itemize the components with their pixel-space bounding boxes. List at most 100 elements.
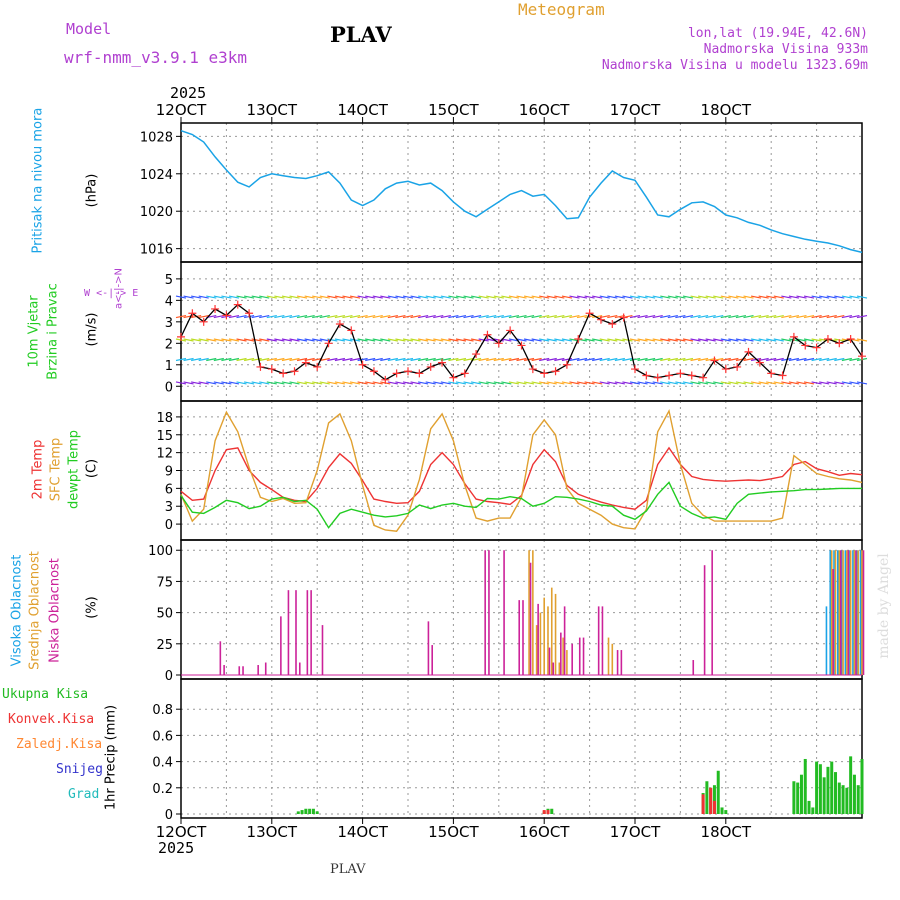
pressure-ytick-label: 1028: [140, 130, 173, 145]
wind-direction-arrow: [410, 338, 421, 342]
pressure-frame: [180, 122, 863, 263]
pressure-ytick-label: 1016: [140, 243, 173, 258]
wind-direction-arrow: [213, 381, 224, 385]
wind-speed-marker: [222, 311, 231, 320]
wind-direction-arrow: [607, 357, 618, 362]
wind-speed-marker: [653, 373, 662, 382]
wind-direction-arrow: [660, 381, 671, 385]
wind-direction-arrow: [720, 357, 731, 362]
x-tick-label-top: 12OCT: [156, 101, 207, 119]
wind-direction-arrow: [773, 314, 784, 319]
temp-unit: (C): [84, 458, 100, 479]
coords-text: lon,lat (19.94E, 42.6N): [687, 26, 868, 41]
precip-bar: [841, 785, 845, 814]
wind-direction-arrow: [402, 381, 414, 385]
wind-direction-arrow: [380, 295, 391, 299]
wind-direction-arrow: [425, 357, 436, 362]
wind-speed-marker: [767, 369, 776, 378]
wind-direction-arrow: [372, 295, 383, 299]
wind-direction-arrow: [425, 381, 436, 385]
wind-direction-arrow: [682, 314, 694, 319]
wind-direction-arrow: [584, 338, 595, 342]
wind-direction-arrow: [819, 295, 830, 299]
wind-direction-arrow: [735, 338, 747, 342]
wind-ytick-label: 5: [165, 273, 173, 288]
wind-direction-arrow: [569, 314, 580, 319]
wind-speed-marker: [506, 326, 515, 335]
wind-direction-arrow: [546, 295, 557, 299]
cloud-ytick-label: 100: [148, 544, 173, 559]
product-title: Meteogram: [518, 0, 605, 19]
x-tick-label-top: 16OCT: [519, 101, 570, 119]
wind-direction-arrow: [198, 381, 209, 385]
wind-direction-arrow: [781, 295, 792, 299]
wind-direction-arrow: [296, 338, 308, 342]
wind-direction-arrow: [834, 314, 845, 319]
wind-direction-arrow: [523, 295, 535, 299]
precip-bar: [304, 808, 308, 814]
wind-direction-arrow: [796, 357, 807, 362]
wind-direction-arrow: [645, 295, 656, 299]
wind-direction-arrow: [304, 381, 315, 385]
wind-direction-arrow: [629, 295, 641, 299]
wind-direction-arrow: [576, 314, 588, 319]
wind-direction-arrow: [448, 381, 459, 385]
wind-ytick-label: 0: [165, 380, 173, 395]
wind-direction-arrow: [372, 338, 383, 342]
wind-speed-marker: [358, 360, 367, 369]
wind-direction-arrow: [493, 381, 504, 385]
wind-direction-arrow: [826, 357, 837, 362]
wind-speed-marker: [245, 309, 254, 318]
wind-direction-arrow: [750, 381, 762, 385]
wind-direction-arrow: [357, 357, 368, 362]
wind-speed-marker: [494, 339, 503, 348]
wind-direction-arrow: [622, 295, 633, 299]
wind-direction-arrow: [523, 314, 535, 319]
wind-direction-arrow: [191, 338, 202, 342]
wind-direction-arrow: [440, 314, 451, 319]
wind-direction-arrow: [758, 295, 769, 299]
precip-bar: [300, 810, 304, 814]
wind-direction-arrow: [819, 357, 830, 362]
wind-direction-arrow: [455, 338, 467, 342]
wind-direction-arrow: [486, 295, 497, 299]
wind-direction-arrow: [531, 314, 542, 319]
wind-direction-arrow: [357, 295, 368, 299]
wind-direction-arrow: [175, 295, 187, 299]
x-tick-label-bottom: 17OCT: [610, 823, 661, 841]
wind-direction-arrow: [720, 295, 731, 299]
wind-speed-marker: [755, 358, 764, 367]
wind-direction-arrow: [682, 381, 694, 385]
wind-direction-arrow: [440, 295, 451, 299]
wind-direction-arrow: [266, 357, 277, 362]
wind-direction-arrow: [433, 295, 444, 299]
wind-speed-marker: [449, 373, 458, 382]
wind-direction-arrow: [622, 381, 633, 385]
wind-direction-arrow: [728, 357, 739, 362]
wind-direction-arrow: [682, 338, 694, 342]
wind-direction-arrow: [175, 314, 187, 319]
wind-direction-arrow: [841, 295, 852, 299]
wind-direction-arrow: [357, 314, 368, 319]
wind-speed-marker: [789, 332, 798, 341]
precip-bar: [712, 800, 716, 814]
wind-direction-arrow: [660, 314, 671, 319]
wind-direction-arrow: [554, 381, 565, 385]
wind-direction-arrow: [281, 295, 293, 299]
cloud-label-1: Visoka Oblacnost: [9, 554, 25, 667]
wind-direction-arrow: [690, 314, 701, 319]
wind-direction-arrow: [334, 357, 346, 362]
wind-direction-arrow: [705, 338, 716, 342]
precip-bar: [845, 787, 849, 814]
wind-direction-arrow: [349, 295, 361, 299]
wind-direction-arrow: [675, 314, 686, 319]
wind-speed-marker: [631, 365, 639, 374]
wind-direction-arrow: [228, 381, 240, 385]
wind-direction-arrow: [788, 357, 800, 362]
wind-direction-arrow: [191, 295, 202, 299]
wind-direction-arrow: [342, 295, 353, 299]
wind-direction-arrow: [243, 295, 255, 299]
wind-direction-arrow: [206, 295, 217, 299]
wind-speed-marker: [426, 362, 435, 371]
wind-direction-arrow: [365, 357, 376, 362]
